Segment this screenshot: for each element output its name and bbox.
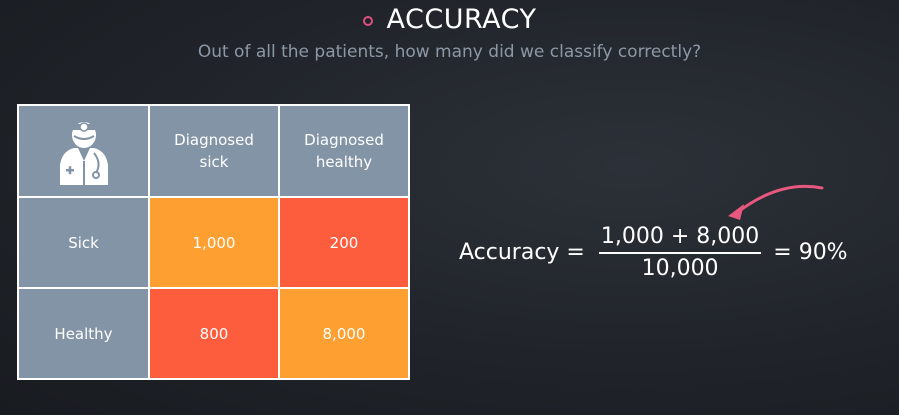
cell-false-negative: 200	[278, 196, 410, 289]
confusion-matrix: Diagnosed sick Diagnosed healthy Sick 1,00…	[17, 104, 410, 380]
column-header-diagnosed-healthy: Diagnosed healthy	[278, 104, 410, 198]
column-header-diagnosed-sick: Diagnosed sick	[148, 104, 280, 198]
cell-false-positive: 800	[148, 287, 280, 380]
page-title: ACCURACY	[386, 4, 537, 35]
fraction-bar	[598, 252, 762, 254]
accuracy-formula: Accuracy = 1,000 + 8,000 10,000 = 90%	[459, 224, 848, 281]
row-label-sick: Sick	[17, 196, 150, 289]
curved-arrow-icon	[728, 184, 824, 220]
formula-denominator: 10,000	[641, 256, 719, 281]
matrix-row-sick: Sick 1,000 200	[17, 196, 410, 289]
page-subtitle: Out of all the patients, how many did we…	[197, 42, 702, 62]
formula-fraction: 1,000 + 8,000 10,000	[598, 224, 762, 281]
bullet-circle-icon	[362, 16, 373, 26]
formula-lhs: Accuracy =	[459, 240, 585, 265]
title-row: ACCURACY	[0, 4, 899, 35]
matrix-row-healthy: Healthy 800 8,000	[17, 287, 410, 380]
matrix-header-row: Diagnosed sick Diagnosed healthy	[17, 104, 410, 198]
row-label-healthy: Healthy	[17, 287, 150, 380]
formula-result: = 90%	[773, 240, 848, 265]
cell-true-positive: 1,000	[148, 196, 280, 289]
doctor-icon	[59, 122, 108, 185]
formula-numerator: 1,000 + 8,000	[600, 224, 760, 249]
cell-true-negative: 8,000	[278, 287, 410, 380]
doctor-cell	[17, 104, 150, 198]
